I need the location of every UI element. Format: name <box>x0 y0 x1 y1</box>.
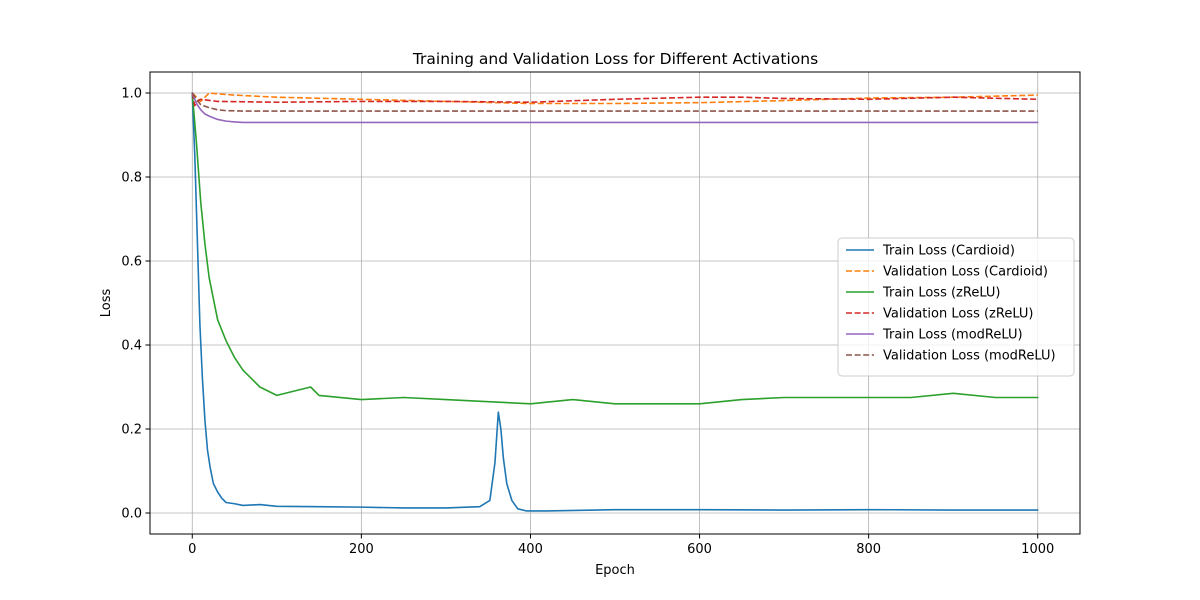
plot-frame <box>149 71 1081 535</box>
y-tick-label: 0.6 <box>121 255 142 270</box>
x-tick-label: 1000 <box>1021 542 1054 557</box>
y-tick-label: 0.0 <box>121 507 142 522</box>
legend-label-validation-loss-modrelu: Validation Loss (modReLU) <box>883 349 1056 364</box>
legend-label-train-loss-modrelu: Train Loss (modReLU) <box>882 328 1023 343</box>
x-tick-label: 200 <box>349 542 374 557</box>
legend: Train Loss (Cardioid) Validation Loss (Ca… <box>837 237 1075 377</box>
legend-box <box>837 237 1075 377</box>
legend-label-validation-loss-cardioid: Validation Loss (Cardioid) <box>883 265 1048 280</box>
x-axis-label: Epoch <box>595 563 635 578</box>
x-tick-label: 0 <box>188 542 196 557</box>
x-tick-label: 400 <box>518 542 543 557</box>
chart-title: Training and Validation Loss for Differe… <box>412 50 818 68</box>
series-line-train-loss-zrelu <box>191 92 1039 405</box>
y-tick-label: 0.8 <box>121 171 142 186</box>
axis-ticks: 0 200 400 600 800 1000 0.0 0.2 0.4 0.6 0.8 1.0 <box>121 87 1054 558</box>
series-line-validation-loss-modrelu <box>191 92 1038 112</box>
x-tick-label: 800 <box>856 542 881 557</box>
legend-label-train-loss-zrelu: Train Loss (zReLU) <box>882 286 1001 301</box>
series-line-train-loss-modrelu <box>191 92 1039 124</box>
series-lines <box>191 92 1039 512</box>
x-tick-label: 600 <box>687 542 712 557</box>
series-line-train-loss-cardioid <box>191 92 1039 512</box>
legend-label-validation-loss-zrelu: Validation Loss (zReLU) <box>883 307 1034 322</box>
legend-label-train-loss-cardioid: Train Loss (Cardioid) <box>882 244 1015 259</box>
y-tick-label: 1.0 <box>121 87 142 102</box>
y-tick-label: 0.2 <box>121 423 142 438</box>
series-line-validation-loss-zrelu <box>191 92 1038 107</box>
y-axis-label: Loss <box>99 289 114 318</box>
y-tick-label: 0.4 <box>121 339 142 354</box>
